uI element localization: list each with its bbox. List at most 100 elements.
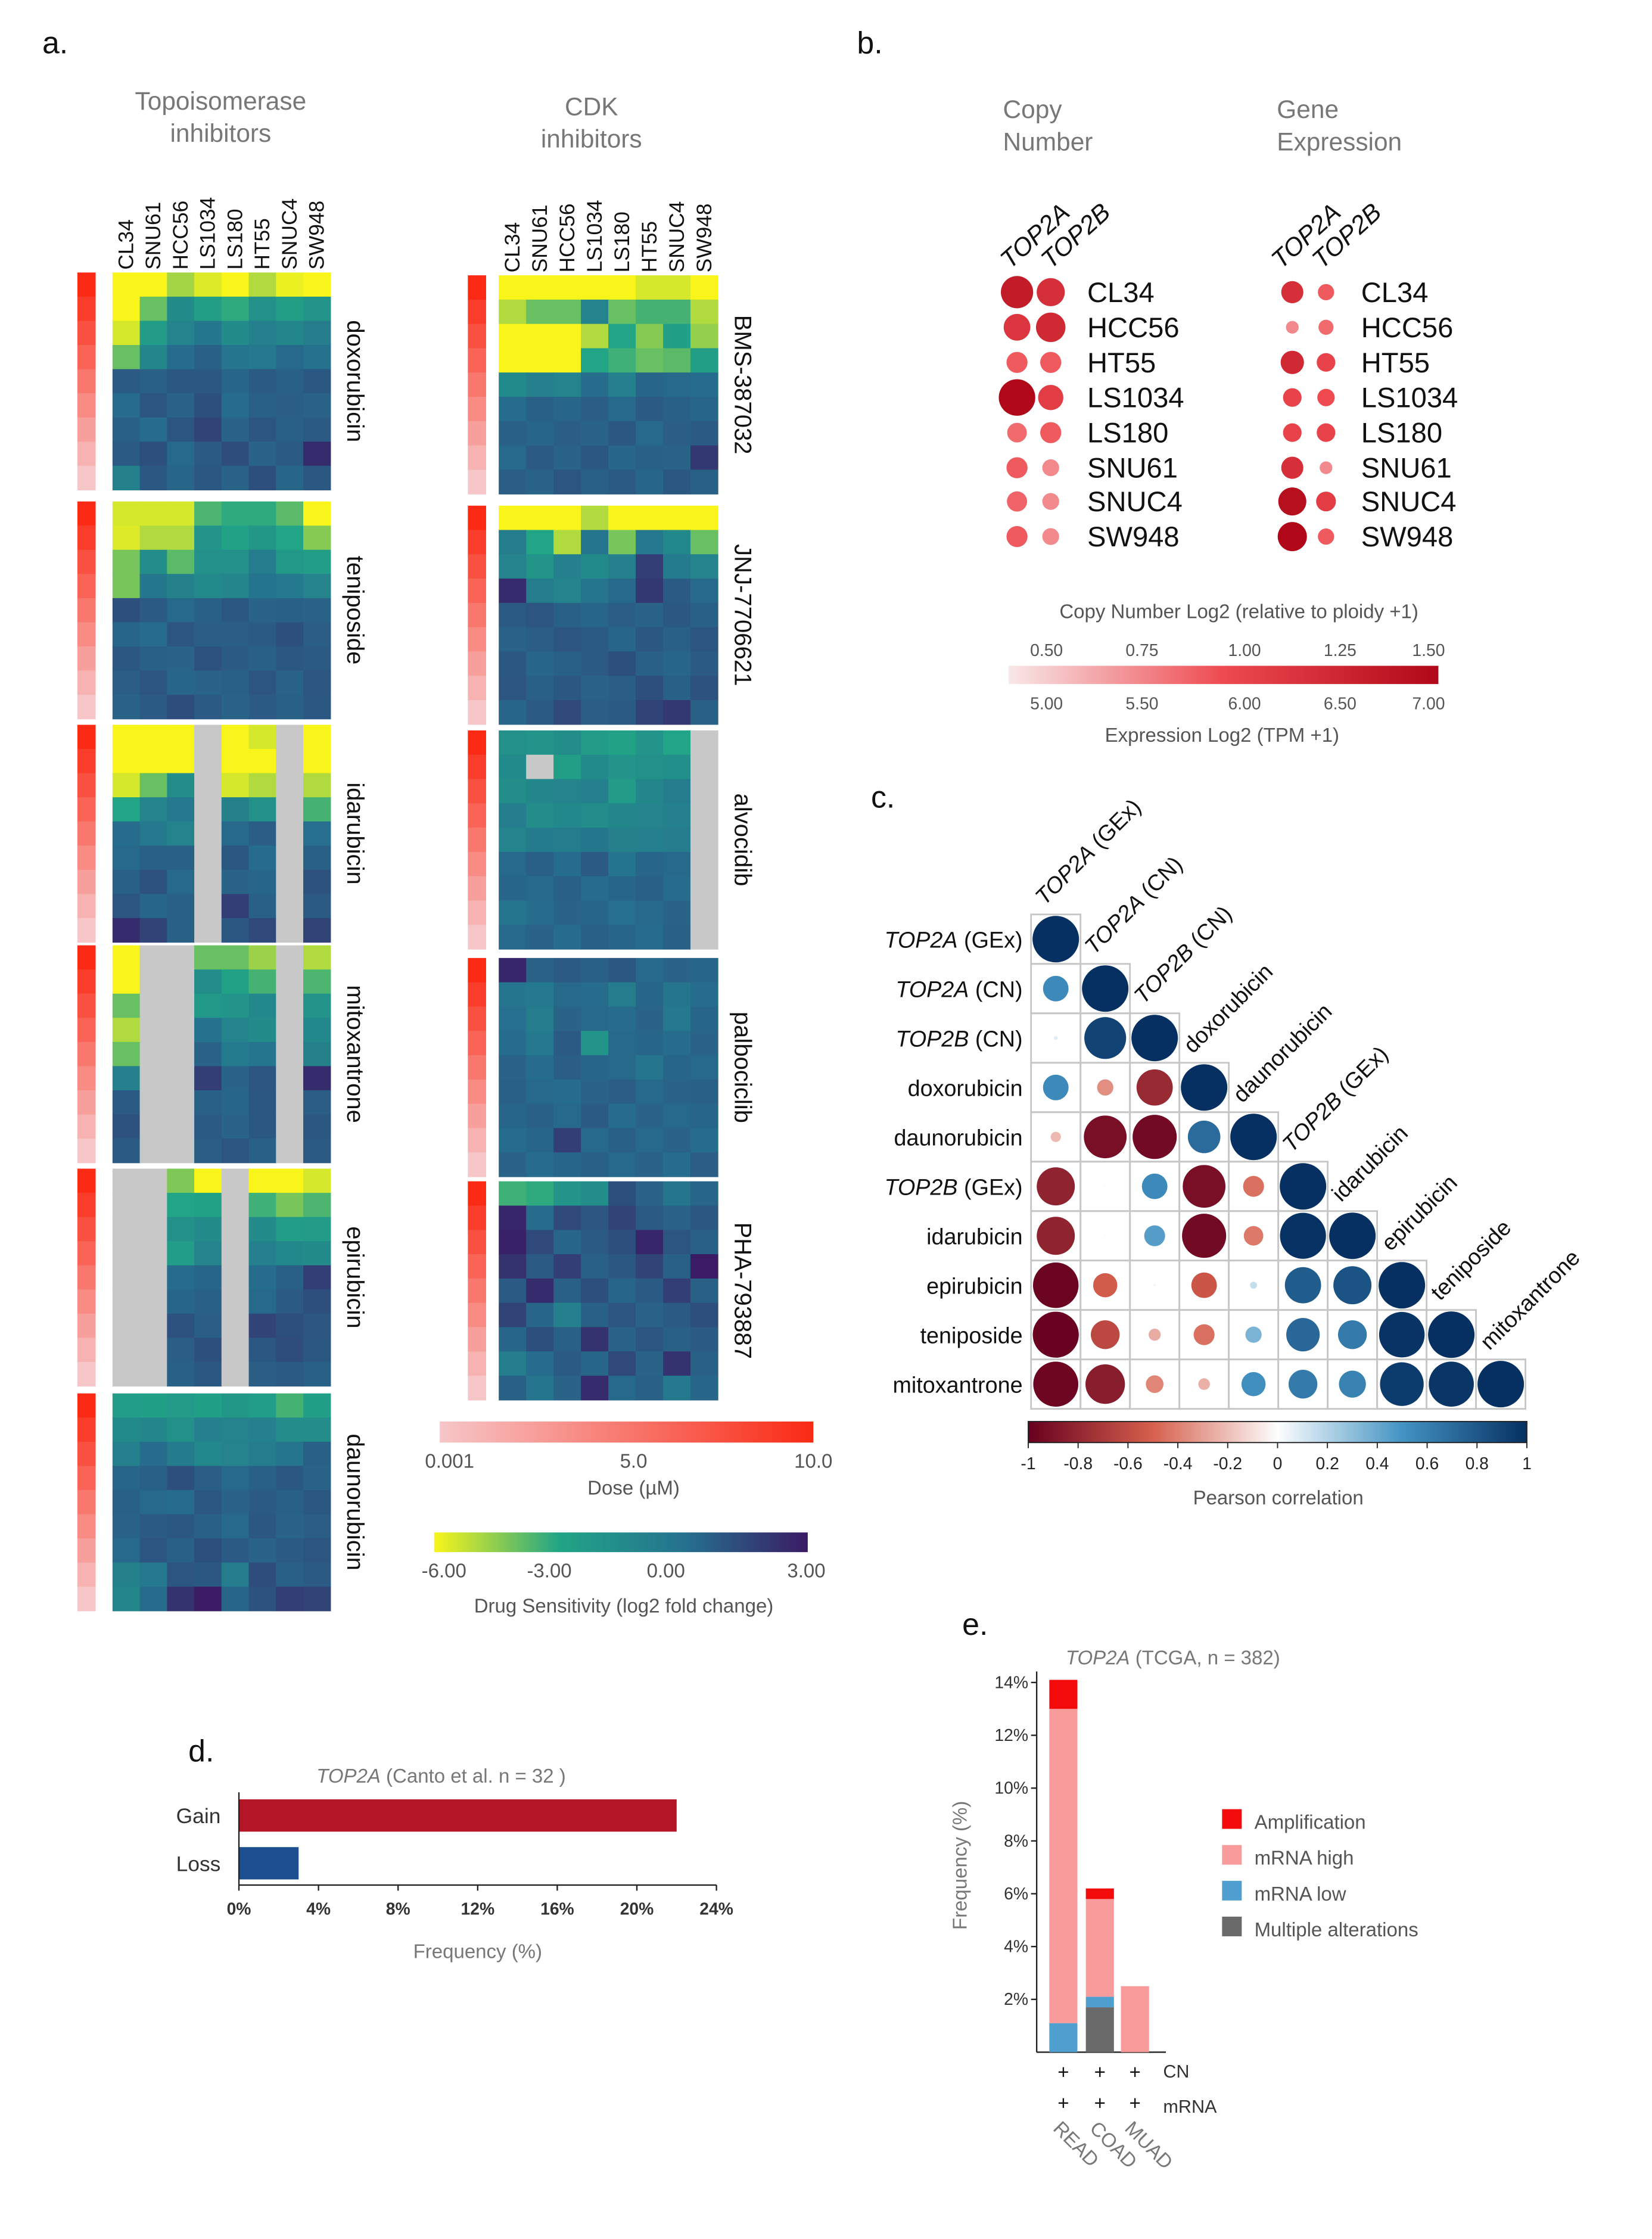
heatmap-cell — [581, 1230, 609, 1255]
corr-circle — [1250, 1282, 1258, 1289]
heatmap-cell — [553, 469, 581, 495]
heatmap-cell — [248, 749, 276, 774]
heatmap-cell — [221, 993, 250, 1019]
corr-tick-label: 0.4 — [1365, 1454, 1389, 1473]
heatmap-cell — [663, 779, 691, 804]
cn-dot — [1007, 491, 1028, 512]
expr-tick: 6.50 — [1324, 694, 1357, 713]
heatmap-cell — [276, 549, 304, 575]
heatmap-cell — [248, 670, 276, 695]
heatmap-cell — [608, 1055, 636, 1080]
d-tick-label: 16% — [540, 1899, 574, 1918]
corr-circle — [1153, 1284, 1156, 1287]
cn-dot — [1007, 422, 1027, 443]
heatmap-cell — [112, 1066, 141, 1091]
heatmap-cell — [139, 1338, 168, 1363]
heatmap-cell — [221, 417, 250, 442]
legend-swatch — [1222, 1916, 1242, 1936]
dose-cell — [77, 670, 96, 695]
heatmap-cell — [276, 1466, 304, 1491]
heatmap-cell — [526, 754, 554, 780]
dose-cell — [77, 345, 96, 370]
heatmap-cell — [112, 918, 141, 943]
heatmap-cell — [663, 730, 691, 755]
heatmap-cell — [690, 627, 718, 652]
heatmap-cell — [581, 957, 609, 983]
corr-circle — [1181, 1064, 1228, 1111]
column-header: Expression — [1277, 128, 1402, 156]
heatmap-cell — [663, 530, 691, 555]
heatmap-cell — [636, 1254, 664, 1279]
heatmap-cell — [139, 969, 168, 994]
heatmap-cell — [608, 275, 636, 300]
heatmap-cell — [194, 993, 222, 1019]
heatmap-cell — [499, 554, 527, 579]
heatmap-cell — [553, 445, 581, 471]
heatmap-cell — [553, 1254, 581, 1279]
heatmap-cell — [112, 1361, 141, 1387]
heatmap-cell — [139, 1393, 168, 1418]
heatmap-cell — [112, 845, 141, 870]
panel-d-title-gene: TOP2A — [316, 1765, 381, 1787]
heatmap-cell — [303, 1018, 331, 1043]
heatmap-cell — [499, 1302, 527, 1328]
heatmap-cell — [139, 1417, 168, 1442]
corr-circle — [1104, 1185, 1107, 1188]
heatmap-cell — [112, 869, 141, 895]
heatmap-cell — [248, 797, 276, 822]
heatmap-cell — [194, 670, 222, 695]
heatmap-cell — [221, 501, 250, 526]
heatmap-cell — [276, 670, 304, 695]
diag-label-name: idarubicin — [1327, 1120, 1413, 1206]
heatmap-cell — [194, 969, 222, 994]
heatmap-cell — [276, 1562, 304, 1587]
heatmap-cell — [139, 821, 168, 846]
panel-d-title: TOP2A (Canto et al. n = 32 ) — [316, 1765, 566, 1787]
heatmap-cell — [499, 299, 527, 325]
heatmap-cell — [608, 957, 636, 983]
cn-legend-title: Copy Number Log2 (relative to ploidy +1) — [1059, 600, 1418, 622]
heatmap-cell — [690, 900, 718, 925]
heatmap-cell — [526, 1376, 554, 1401]
heatmap-cell — [303, 525, 331, 551]
heatmap-cell — [526, 1128, 554, 1153]
heatmap-cell — [194, 695, 222, 720]
heatmap-cell — [663, 397, 691, 422]
heatmap-cell — [248, 1393, 276, 1418]
heatmap-cell — [690, 1376, 718, 1401]
heatmap-cell — [112, 969, 141, 994]
heatmap-cell — [221, 869, 250, 895]
heatmap-cell — [276, 1289, 304, 1314]
d-tick-label: 20% — [620, 1899, 654, 1918]
heatmap-cell — [303, 1241, 331, 1266]
cn-dot — [1006, 457, 1028, 478]
heatmap-cell — [194, 525, 222, 551]
corr-circle — [1091, 1320, 1120, 1349]
cn-dot — [1038, 384, 1063, 411]
heatmap-cell — [526, 1006, 554, 1031]
corr-tick-label: -1 — [1021, 1454, 1035, 1473]
heatmap-cell — [581, 530, 609, 555]
dose-cell — [468, 445, 486, 471]
dose-cell — [77, 821, 96, 846]
corr-circle — [1329, 1212, 1376, 1260]
heatmap-cell — [248, 417, 276, 442]
heatmap-cell — [167, 1466, 195, 1491]
heatmap-cell — [608, 779, 636, 804]
heatmap-cell — [581, 324, 609, 349]
heatmap-cell — [221, 1587, 250, 1612]
heatmap-cell — [636, 469, 664, 495]
expr-dot — [1317, 423, 1336, 442]
heatmap-cell — [553, 1128, 581, 1153]
heatmap-cell — [194, 1466, 222, 1491]
heatmap-cell — [581, 627, 609, 652]
dose-cell — [77, 1361, 96, 1387]
heatmap-cell — [112, 1289, 141, 1314]
heatmap-cell — [194, 724, 222, 750]
heatmap-cell — [608, 530, 636, 555]
heatmap-cell — [303, 695, 331, 720]
heatmap-group-1: CDK inhibitors CL34 SNU61 HCC56 LS1034 LS180 HT… — [468, 92, 755, 1401]
heatmap-cell — [690, 828, 718, 853]
heatmap-cell — [276, 724, 304, 750]
heatmap-cell — [608, 579, 636, 604]
